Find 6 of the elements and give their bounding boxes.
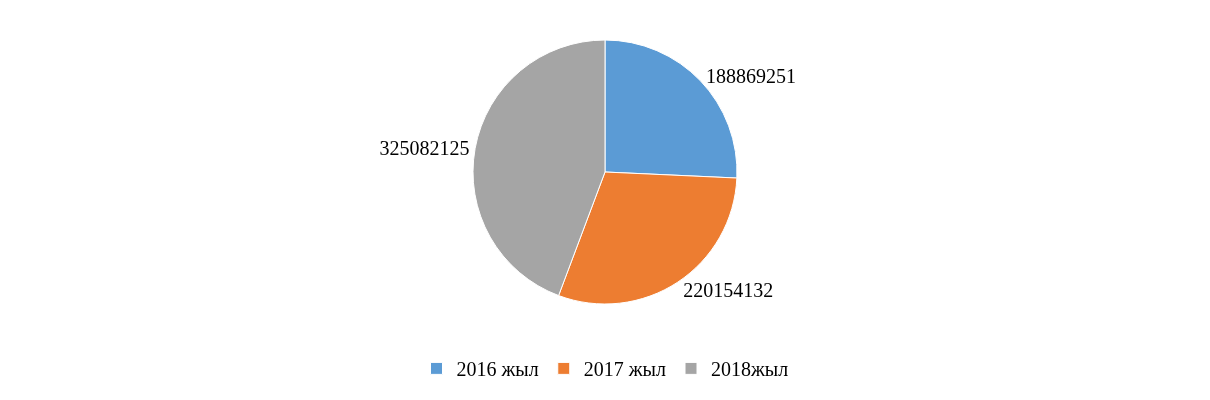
legend-label: 2018жыл: [711, 358, 789, 381]
legend-label: 2017 жыл: [583, 358, 667, 381]
data-label: 188869251: [705, 64, 796, 87]
data-label: 220154132: [683, 278, 774, 301]
legend-label: 2016 жыл: [456, 358, 539, 381]
data-label: 325082125: [379, 137, 470, 160]
